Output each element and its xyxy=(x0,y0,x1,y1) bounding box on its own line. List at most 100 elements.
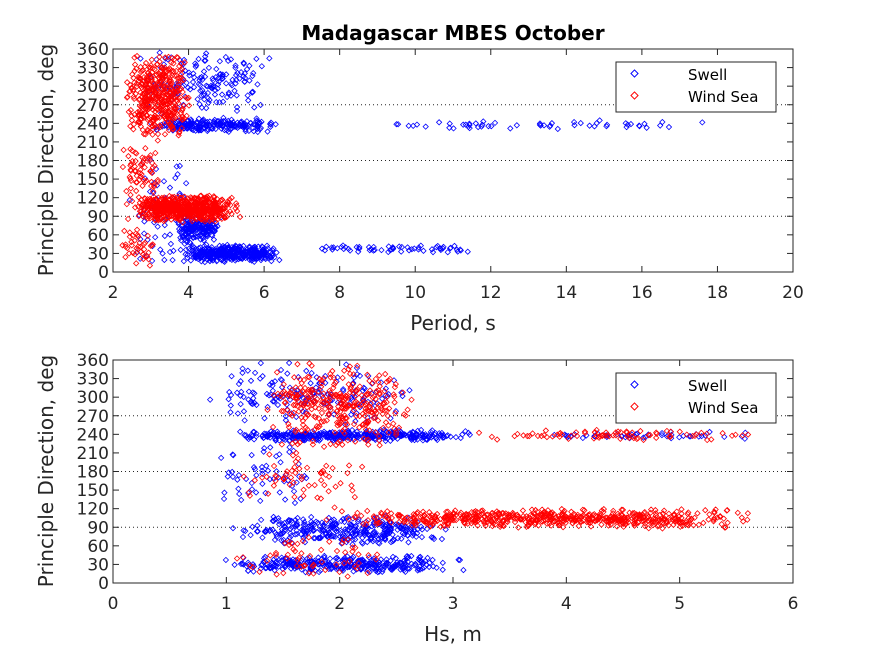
wind-sea-point xyxy=(163,88,171,95)
wind-sea-point xyxy=(315,405,322,412)
wind-sea-point xyxy=(305,570,313,577)
wind-sea-point xyxy=(462,510,470,518)
wind-sea-point xyxy=(174,54,181,61)
swell-point xyxy=(244,567,252,574)
swell-point xyxy=(356,557,363,564)
wind-sea-point xyxy=(290,546,297,553)
swell-point xyxy=(364,531,372,538)
wind-sea-point xyxy=(180,209,187,216)
wind-sea-point xyxy=(132,230,139,237)
swell-point xyxy=(177,234,184,241)
swell-point xyxy=(398,522,405,529)
swell-point xyxy=(432,429,439,437)
swell-point xyxy=(261,445,268,452)
swell-point xyxy=(419,431,426,439)
wind-sea-point xyxy=(426,509,433,516)
swell-point xyxy=(401,562,409,570)
swell-point xyxy=(315,430,322,438)
swell-point xyxy=(356,529,364,537)
wind-sea-point xyxy=(160,201,168,208)
wind-sea-point xyxy=(154,60,161,68)
wind-sea-point xyxy=(647,519,655,527)
wind-sea-point xyxy=(352,398,360,405)
wind-sea-point xyxy=(351,493,359,501)
wind-sea-point xyxy=(286,538,293,545)
swell-point xyxy=(250,128,258,135)
swell-point xyxy=(466,120,473,127)
wind-sea-point xyxy=(392,409,399,417)
wind-sea-point xyxy=(122,241,129,248)
swell-point xyxy=(403,553,410,560)
swell-point xyxy=(554,125,561,133)
wind-sea-point xyxy=(150,181,158,189)
wind-sea-point xyxy=(175,74,183,81)
wind-sea-point xyxy=(174,87,181,94)
swell-point xyxy=(433,564,440,571)
swell-point xyxy=(434,436,441,444)
swell-point xyxy=(435,119,443,126)
swell-point xyxy=(277,530,284,537)
swell-point xyxy=(192,60,199,67)
wind-sea-point xyxy=(732,431,739,438)
swell-point xyxy=(406,387,413,394)
wind-sea-point xyxy=(330,374,337,381)
swell-point xyxy=(288,561,295,568)
wind-sea-point xyxy=(385,429,392,436)
swell-point xyxy=(513,122,520,129)
swell-point xyxy=(235,485,242,492)
wind-sea-point xyxy=(382,419,390,426)
swell-point xyxy=(332,555,339,562)
swell-point xyxy=(339,386,347,393)
wind-sea-point xyxy=(142,98,149,105)
swell-point xyxy=(259,561,266,568)
wind-sea-point xyxy=(273,369,281,376)
swell-point xyxy=(374,532,382,539)
swell-point xyxy=(233,103,241,111)
wind-sea-point xyxy=(233,555,241,562)
swell-point xyxy=(382,385,390,392)
wind-sea-point xyxy=(122,253,129,261)
wind-sea-point xyxy=(140,78,147,85)
wind-sea-point xyxy=(494,510,502,517)
wind-sea-point xyxy=(288,467,296,475)
x-tick-label: 20 xyxy=(782,283,804,303)
wind-sea-point xyxy=(360,398,367,406)
wind-sea-point xyxy=(354,362,361,369)
wind-sea-point xyxy=(447,516,455,523)
swell-point xyxy=(420,247,427,254)
wind-sea-point xyxy=(604,517,612,524)
wind-sea-point xyxy=(144,116,151,124)
wind-sea-point xyxy=(371,514,378,521)
swell-point xyxy=(356,245,363,252)
wind-sea-point xyxy=(303,464,311,471)
wind-sea-point xyxy=(170,115,177,122)
swell-point xyxy=(267,123,274,131)
wind-sea-point xyxy=(310,561,317,568)
wind-sea-point xyxy=(124,215,132,223)
wind-sea-point xyxy=(133,245,140,252)
swell-point xyxy=(658,429,666,437)
wind-sea-point xyxy=(184,210,191,218)
swell-point xyxy=(423,436,430,443)
wind-sea-point xyxy=(321,481,328,489)
swell-point xyxy=(379,566,387,573)
wind-sea-point xyxy=(127,175,134,182)
swell-point xyxy=(190,84,198,91)
wind-sea-point xyxy=(311,390,318,397)
wind-sea-point xyxy=(298,427,305,434)
swell-point xyxy=(276,489,283,496)
wind-sea-point xyxy=(334,412,341,420)
wind-sea-point xyxy=(176,215,183,222)
y-tick-label: 150 xyxy=(77,170,109,190)
wind-sea-point xyxy=(511,518,519,526)
wind-sea-point xyxy=(278,407,285,415)
wind-sea-point xyxy=(136,239,143,246)
wind-sea-point xyxy=(556,519,563,527)
wind-sea-point xyxy=(388,519,395,526)
wind-sea-point xyxy=(448,511,455,519)
x-tick-label: 16 xyxy=(631,283,653,303)
swell-point xyxy=(272,121,279,128)
x-tick-label: 1 xyxy=(221,594,232,614)
wind-sea-point xyxy=(428,518,436,526)
wind-sea-point xyxy=(321,405,329,413)
